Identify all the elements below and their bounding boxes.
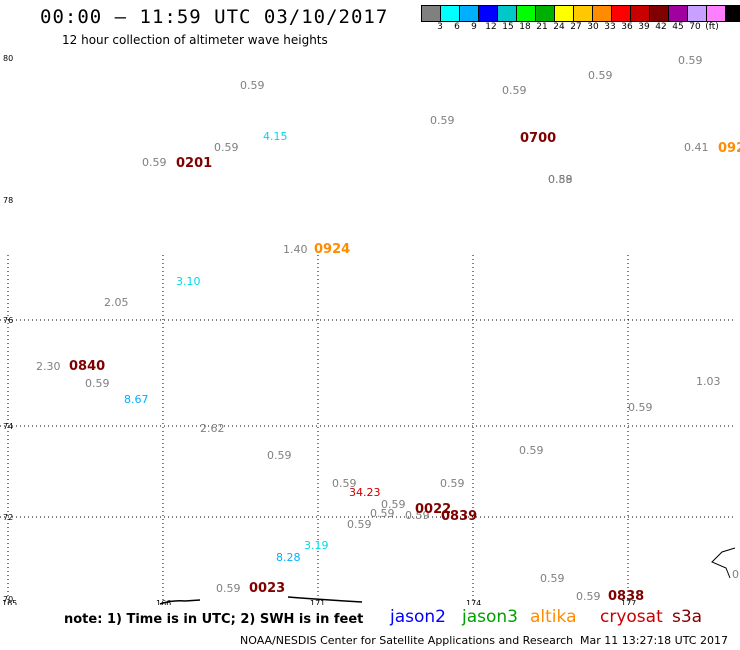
observation-wave-height: 8.28 <box>276 551 301 564</box>
legend-label: 18 <box>519 22 531 32</box>
observation-wave-height: 0.59 <box>142 156 167 169</box>
latitude-label: 76 <box>3 316 13 325</box>
coastline-bottom <box>159 599 201 605</box>
observations-layer: 0.590.590.590.594.150.590.5907000.410920… <box>36 54 740 604</box>
observation-wave-height: 0.59 <box>381 498 406 511</box>
observation-time: 0839 <box>441 509 477 524</box>
observation-time: 0840 <box>69 359 105 374</box>
legend-label: 12 <box>485 22 497 32</box>
longitude-label: 174 <box>466 599 481 605</box>
latitude-label: 80 <box>3 54 13 63</box>
page-title: 00:00 – 11:59 UTC 03/10/2017 <box>40 6 389 28</box>
observation-wave-height: 8.67 <box>124 393 149 406</box>
footer-note: note: 1) Time is in UTC; 2) SWH is in fe… <box>64 612 364 627</box>
page-subtitle: 12 hour collection of altimeter wave hei… <box>62 33 328 47</box>
satellite-label-s3a: s3a <box>672 607 703 627</box>
observation-wave-height: 0.41 <box>684 141 709 154</box>
observation-wave-height: 0.59 <box>332 477 357 490</box>
longitude-labels: 165 166 171 174 177 <box>2 599 636 605</box>
observation-wave-height: 0.59 <box>405 509 430 522</box>
observation-wave-height: 1.40 <box>283 243 308 256</box>
observation-wave-height: 0.59 <box>548 173 573 186</box>
observation-time: 0023 <box>249 581 285 596</box>
observation-wave-height: 0.2 <box>732 568 740 581</box>
observation-wave-height: 1.03 <box>696 375 721 388</box>
legend-label: 33 <box>604 22 616 32</box>
observation-wave-height: 0.59 <box>519 444 544 457</box>
observation-wave-height: 0.59 <box>85 377 110 390</box>
observation-wave-height: 3.10 <box>176 275 201 288</box>
observation-wave-height: 0.59 <box>588 69 613 82</box>
observation-time: 0924 <box>314 242 350 257</box>
longitude-label: 166 <box>156 599 171 605</box>
map-grid <box>0 255 735 602</box>
satellite-label-cryosat: cryosat <box>600 607 663 627</box>
observation-wave-height: 0.59 <box>678 54 703 67</box>
observation-wave-height: 0.59 <box>267 449 292 462</box>
coastline-bottom-2 <box>287 596 363 603</box>
legend-label: (ft) <box>705 22 719 32</box>
legend-label: 45 <box>672 22 684 32</box>
legend-label: 27 <box>570 22 582 32</box>
longitude-label: 165 <box>2 599 17 605</box>
satellite-label-altika: altika <box>530 607 577 627</box>
observation-wave-height: 0.59 <box>216 582 241 595</box>
legend-label: 42 <box>655 22 667 32</box>
observation-time: 0022 <box>415 502 451 517</box>
observation-wave-height: 34.23 <box>349 486 381 499</box>
coastline-right <box>711 547 736 579</box>
credit-text: NOAA/NESDIS Center for Satellite Applica… <box>240 634 574 647</box>
legend-label: 24 <box>553 22 565 32</box>
observation-wave-height: 0.88 <box>548 173 573 186</box>
legend-label: 3 <box>437 22 443 32</box>
observation-wave-height: 0.59 <box>628 401 653 414</box>
longitude-label: 171 <box>310 599 325 605</box>
legend-swatch <box>725 5 740 22</box>
observation-wave-height: 2.30 <box>36 360 61 373</box>
legend-label: 9 <box>471 22 477 32</box>
legend-label: 21 <box>536 22 548 32</box>
longitude-label: 177 <box>621 599 636 605</box>
legend-label: 39 <box>638 22 650 32</box>
observation-wave-height: 0.59 <box>347 518 372 531</box>
observation-wave-height: 0.59 <box>370 507 395 520</box>
coastline <box>159 547 736 605</box>
satellite-label-jason2: jason2 <box>390 607 446 627</box>
observation-wave-height: 0.59 <box>240 79 265 92</box>
legend-label: 30 <box>587 22 599 32</box>
observation-time: 0700 <box>520 131 556 146</box>
legend-label: 36 <box>621 22 633 32</box>
satellite-label-jason3: jason3 <box>462 607 518 627</box>
observation-wave-height: 4.15 <box>263 130 288 143</box>
observation-wave-height: 0.59 <box>214 141 239 154</box>
observation-wave-height: 3.19 <box>304 539 329 552</box>
color-legend-labels: 3 6 9 12 15 18 21 24 27 30 33 36 39 42 45 70 (ft) <box>422 22 740 36</box>
latitude-label: 70 <box>3 595 13 604</box>
latitude-label: 78 <box>3 196 13 205</box>
legend-label: 6 <box>454 22 460 32</box>
observation-time: 092 <box>718 141 740 156</box>
legend-label: 15 <box>502 22 514 32</box>
observation-wave-height: 0.59 <box>440 477 465 490</box>
observation-wave-height: 0.59 <box>502 84 527 97</box>
latitude-label: 72 <box>3 513 13 522</box>
observation-wave-height: 0.59 <box>540 572 565 585</box>
latitude-label: 74 <box>3 422 13 431</box>
timestamp-text: Mar 11 13:27:18 UTC 2017 <box>580 634 728 647</box>
observation-time: 0201 <box>176 156 212 171</box>
observation-wave-height: 2.62 <box>200 422 225 435</box>
legend-label: 70 <box>689 22 701 32</box>
observation-wave-height: 2.05 <box>104 296 129 309</box>
latitude-labels: 80 78 76 74 72 70 <box>3 54 13 604</box>
observation-wave-height: 0.59 <box>430 114 455 127</box>
observation-time: 0838 <box>608 589 644 604</box>
observation-wave-height: 0.59 <box>576 590 601 603</box>
color-legend <box>421 5 740 22</box>
